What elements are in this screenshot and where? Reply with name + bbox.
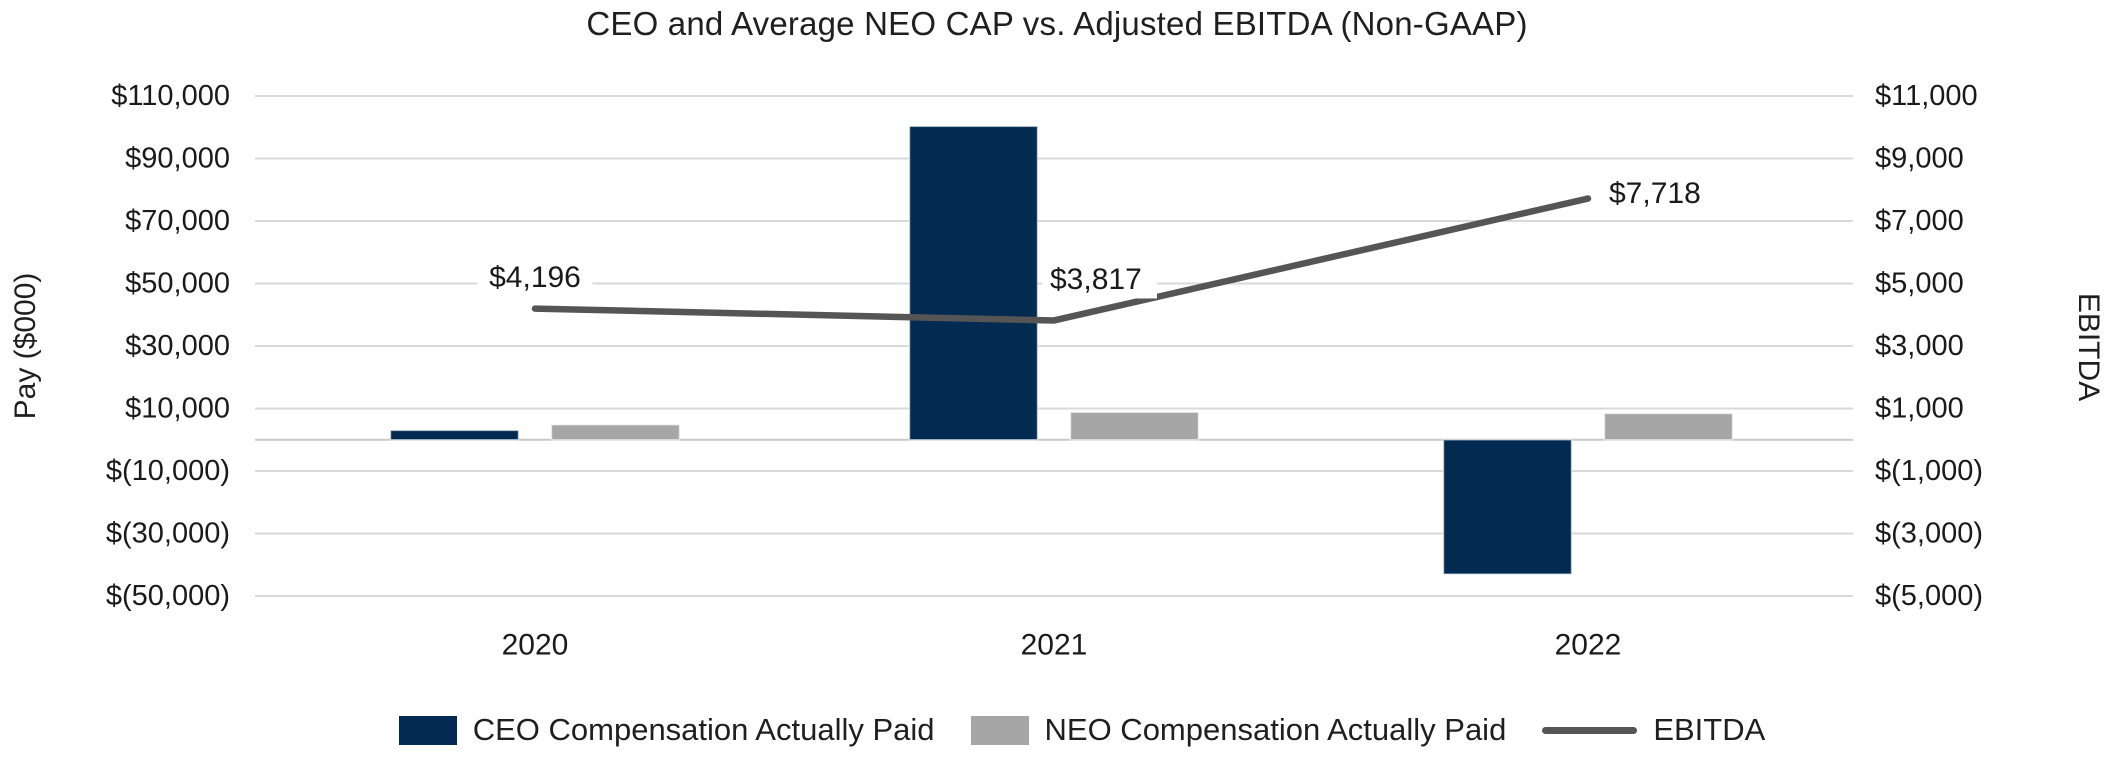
right-axis-tick-label: $1,000 bbox=[1875, 393, 1964, 425]
ebitda-line bbox=[531, 195, 1592, 324]
ceo-bar-2020 bbox=[389, 429, 520, 441]
ebitda-line-swatch bbox=[1542, 726, 1638, 734]
left-axis-tick-label: $30,000 bbox=[125, 330, 230, 362]
chart-title: CEO and Average NEO CAP vs. Adjusted EBI… bbox=[586, 5, 1528, 42]
right-axis-tick-label: $7,000 bbox=[1875, 205, 1964, 237]
x-axis-label-2021: 2021 bbox=[1021, 629, 1088, 662]
ceo-bar-2022 bbox=[1442, 439, 1573, 575]
neo-bar-2021 bbox=[1069, 411, 1200, 441]
neo-bar-2020 bbox=[550, 424, 681, 441]
neo-bar-2022 bbox=[1603, 412, 1734, 441]
right-axis-tick-label: $(3,000) bbox=[1875, 518, 1983, 550]
right-axis-tick-label: $5,000 bbox=[1875, 268, 1964, 300]
left-axis-tick-label: $(10,000) bbox=[106, 455, 230, 487]
ebitda-point-label: $3,817 bbox=[1050, 263, 1142, 296]
ebitda-point-label-bg bbox=[1042, 260, 1157, 299]
legend-item-ebitda: EBITDA bbox=[1542, 712, 1765, 748]
ebitda-point-label: $7,718 bbox=[1609, 177, 1701, 210]
legend-item-neo: NEO Compensation Actually Paid bbox=[970, 712, 1507, 748]
left-axis-tick-label: $10,000 bbox=[125, 393, 230, 425]
left-axis-tick-label: $(50,000) bbox=[106, 580, 230, 612]
ebitda-point-label-bg bbox=[1601, 174, 1716, 213]
ceo-bar-2021 bbox=[908, 125, 1039, 441]
left-axis-tick-label: $90,000 bbox=[125, 143, 230, 175]
right-axis-tick-label: $(1,000) bbox=[1875, 455, 1983, 487]
right-axis-tick-label: $9,000 bbox=[1875, 143, 1964, 175]
legend-label-ceo: CEO Compensation Actually Paid bbox=[472, 712, 935, 747]
ebitda-point-label: $4,196 bbox=[489, 261, 581, 294]
legend-item-ceo: CEO Compensation Actually Paid bbox=[398, 712, 935, 748]
legend: CEO Compensation Actually Paid NEO Compe… bbox=[0, 706, 2114, 754]
ceo-bar-swatch bbox=[398, 715, 457, 745]
right-axis-tick-label: $(5,000) bbox=[1875, 580, 1983, 612]
ebitda-point-label-bg bbox=[477, 258, 593, 297]
left-axis-tick-label: $110,000 bbox=[111, 80, 230, 112]
left-axis-tick-label: $50,000 bbox=[125, 268, 230, 300]
left-axis-tick-label: $(30,000) bbox=[106, 518, 230, 550]
legend-label-ebitda: EBITDA bbox=[1653, 712, 1766, 747]
left-axis-tick-label: $70,000 bbox=[125, 205, 230, 237]
neo-bar-swatch bbox=[970, 715, 1029, 745]
x-axis-label-2020: 2020 bbox=[502, 629, 569, 662]
legend-label-neo: NEO Compensation Actually Paid bbox=[1044, 712, 1507, 747]
x-axis-label-2022: 2022 bbox=[1555, 629, 1622, 662]
right-axis-tick-label: $3,000 bbox=[1875, 330, 1964, 362]
right-axis-tick-label: $11,000 bbox=[1875, 80, 1978, 112]
